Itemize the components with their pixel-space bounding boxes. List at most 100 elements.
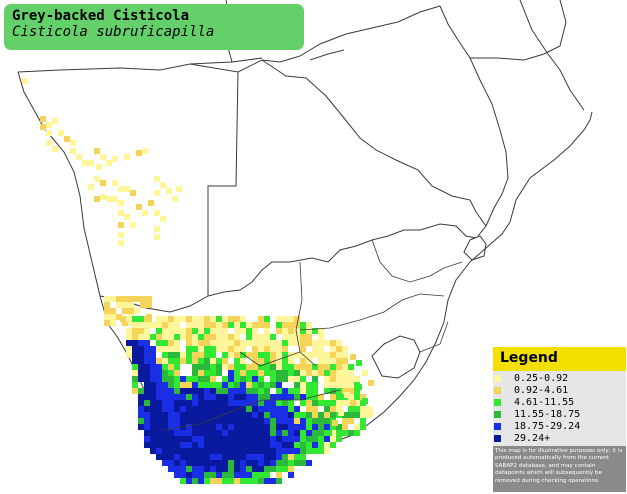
- grid-cell: [240, 442, 246, 448]
- grid-cell: [198, 376, 204, 382]
- grid-cell: [240, 388, 246, 394]
- grid-cell: [258, 436, 264, 442]
- grid-cell: [104, 320, 110, 326]
- border-namibia-botswana: [207, 71, 239, 296]
- grid-cell: [180, 466, 186, 472]
- grid-cell: [186, 322, 192, 328]
- grid-cell: [118, 222, 124, 228]
- grid-cell: [168, 328, 174, 334]
- grid-cell: [216, 466, 222, 472]
- grid-cell: [330, 376, 336, 382]
- grid-cell: [198, 382, 204, 388]
- grid-cell: [144, 316, 150, 322]
- grid-cell: [306, 358, 312, 364]
- grid-cell: [144, 322, 150, 328]
- grid-cell: [240, 412, 246, 418]
- grid-cell: [276, 340, 282, 346]
- grid-cell: [294, 388, 300, 394]
- grid-cell: [288, 436, 294, 442]
- grid-cell: [198, 334, 204, 340]
- grid-cell: [192, 424, 198, 430]
- grid-cell: [342, 364, 348, 370]
- grid-cell: [186, 358, 192, 364]
- grid-cell: [348, 382, 354, 388]
- grid-cell: [288, 334, 294, 340]
- grid-cell: [126, 334, 132, 340]
- grid-cell: [270, 400, 276, 406]
- grid-cell: [234, 394, 240, 400]
- grid-cell: [162, 442, 168, 448]
- grid-cell: [186, 466, 192, 472]
- grid-cell: [204, 358, 210, 364]
- grid-cell: [258, 394, 264, 400]
- grid-cell: [210, 316, 216, 322]
- grid-cell: [222, 448, 228, 454]
- grid-cell: [276, 460, 282, 466]
- grid-cell: [300, 328, 306, 334]
- grid-cell: [234, 364, 240, 370]
- grid-cell: [180, 448, 186, 454]
- grid-cell: [162, 394, 168, 400]
- grid-cell: [128, 302, 134, 308]
- grid-cell: [336, 376, 342, 382]
- grid-cell: [180, 472, 186, 478]
- legend-panel: Legend 0.25-0.92 0.92-4.61 4.61-11.55 11…: [493, 347, 626, 492]
- grid-cell: [246, 400, 252, 406]
- grid-cell: [162, 400, 168, 406]
- grid-cell: [46, 130, 52, 136]
- province-border-b: [299, 293, 445, 331]
- grid-cell: [252, 394, 258, 400]
- grid-cell: [270, 442, 276, 448]
- province-borders: [161, 239, 463, 431]
- grid-cell: [240, 460, 246, 466]
- grid-cell: [318, 334, 324, 340]
- grid-cell: [126, 346, 132, 352]
- grid-cell: [282, 454, 288, 460]
- grid-cell: [132, 346, 138, 352]
- legend-disclaimer: This map is for illustrative purposes on…: [495, 448, 623, 484]
- grid-cell: [276, 364, 282, 370]
- grid-cell: [204, 436, 210, 442]
- grid-cell: [222, 388, 228, 394]
- grid-cell: [180, 352, 186, 358]
- grid-cell: [258, 400, 264, 406]
- grid-cell: [246, 352, 252, 358]
- grid-cell: [174, 346, 180, 352]
- grid-cell: [150, 436, 156, 442]
- grid-cell: [216, 382, 222, 388]
- grid-cell: [150, 424, 156, 430]
- grid-cell: [176, 186, 182, 192]
- grid-cell: [318, 340, 324, 346]
- grid-cell: [276, 346, 282, 352]
- grid-cell: [192, 364, 198, 370]
- grid-cell: [282, 412, 288, 418]
- grid-cell: [222, 328, 228, 334]
- grid-cell: [144, 412, 150, 418]
- grid-cell: [342, 388, 348, 394]
- grid-cell: [150, 400, 156, 406]
- grid-cell: [162, 454, 168, 460]
- grid-cell: [192, 388, 198, 394]
- grid-cell: [258, 358, 264, 364]
- grid-cell: [258, 340, 264, 346]
- grid-cell: [138, 328, 144, 334]
- grid-cell: [234, 436, 240, 442]
- grid-cell: [210, 322, 216, 328]
- grid-cell: [300, 412, 306, 418]
- legend-swatch: [494, 375, 501, 382]
- grid-cell: [198, 400, 204, 406]
- grid-cell: [168, 352, 174, 358]
- grid-cell: [186, 394, 192, 400]
- grid-cell: [222, 382, 228, 388]
- grid-cell: [168, 346, 174, 352]
- grid-cell: [138, 340, 144, 346]
- grid-cell: [128, 296, 134, 302]
- grid-cell: [264, 394, 270, 400]
- grid-cell: [192, 400, 198, 406]
- grid-cell: [240, 328, 246, 334]
- grid-cell: [264, 430, 270, 436]
- grid-cell: [204, 466, 210, 472]
- grid-cell: [106, 196, 112, 202]
- grid-cell: [192, 418, 198, 424]
- grid-cell: [362, 398, 368, 404]
